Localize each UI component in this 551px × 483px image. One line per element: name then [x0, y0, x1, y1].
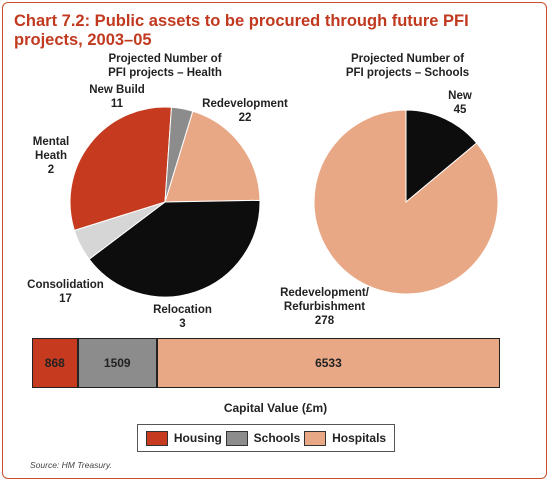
label-mental-heath: Mental Heath 2 [32, 136, 70, 176]
legend-swatch-schools [225, 430, 248, 446]
legend-item-hospitals: Hospitals [304, 430, 387, 446]
bar-segment-housing: 868 [32, 338, 78, 388]
legend-swatch-housing [145, 430, 168, 446]
legend-label-schools: Schools [253, 431, 301, 445]
bar-segment-hospitals: 6533 [156, 338, 500, 388]
health-pie-slice-new-build [164, 110, 261, 203]
legend-item-schools: Schools [225, 430, 301, 446]
label-redevelopment-refurbishment: Redevelopment/ Refurbishment 278 [280, 287, 369, 327]
health-pie-slice-mental-heath [164, 106, 194, 203]
chart-title: Chart 7.2: Public assets to be procured … [14, 12, 469, 49]
source-note: Source: HM Treasury. [30, 460, 112, 470]
legend: Housing Schools Hospitals [137, 424, 395, 452]
schools-pie-title: Projected Number of PFI projects – Schoo… [345, 53, 470, 79]
label-redevelopment: Redevelopment 22 [202, 98, 288, 124]
health-pie-title: Projected Number of PFI projects – Healt… [108, 53, 222, 79]
bar-value-schools: 1509 [103, 356, 131, 370]
label-relocation: Relocation 3 [153, 304, 212, 330]
legend-swatch-hospitals [304, 430, 327, 446]
health-pie-slice-consolidation [69, 106, 173, 231]
label-new-build: New Build 11 [89, 84, 145, 110]
label-consolidation: Consolidation 17 [27, 279, 104, 305]
legend-item-housing: Housing [145, 430, 222, 446]
label-new: New 45 [448, 90, 472, 116]
bar-value-housing: 868 [44, 356, 65, 370]
legend-label-housing: Housing [173, 431, 222, 445]
schools-pie-slice-redevelopment-refurbishment [313, 109, 499, 295]
chart-frame [2, 2, 547, 479]
bar-segment-schools: 1509 [77, 338, 157, 388]
bar-axis-label: Capital Value (£m) [223, 401, 328, 415]
bar-value-hospitals: 6533 [315, 356, 342, 370]
legend-label-hospitals: Hospitals [332, 431, 387, 445]
health-pie-slice-redevelopment [88, 199, 261, 298]
schools-pie-slice-new [405, 109, 478, 204]
